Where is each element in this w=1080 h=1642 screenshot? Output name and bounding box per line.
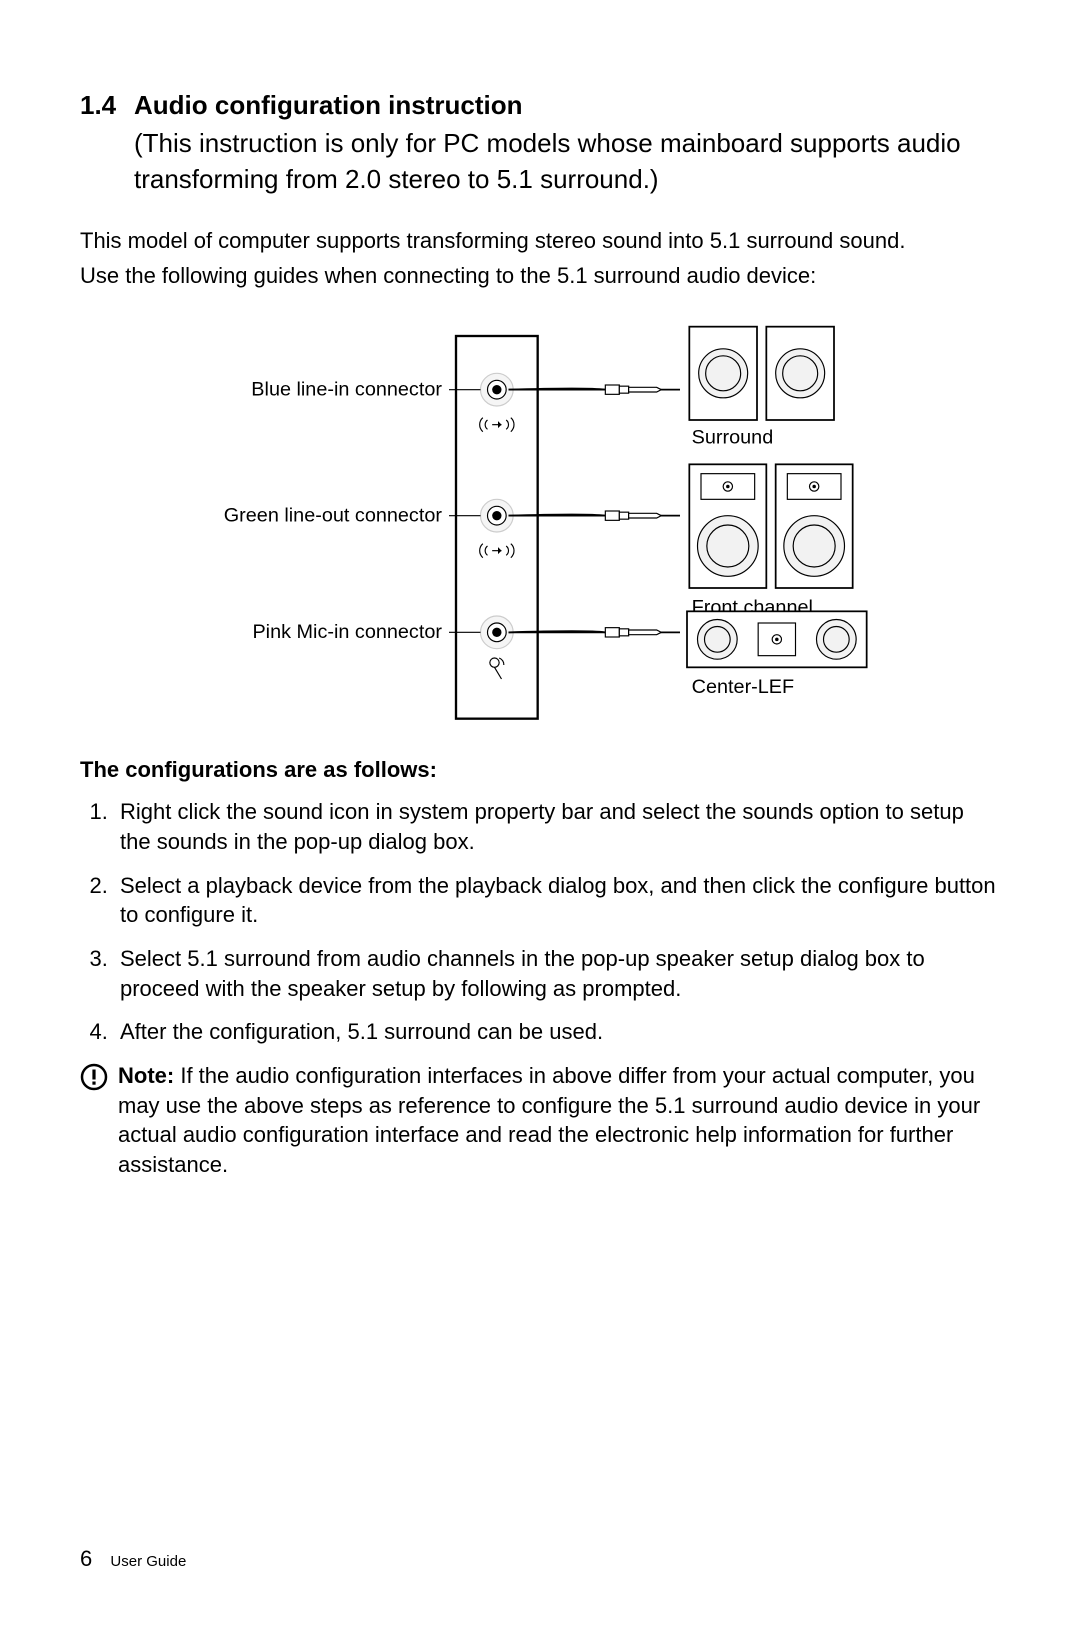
- step-4: After the configuration, 5.1 surround ca…: [114, 1017, 1000, 1047]
- note-icon: [80, 1063, 108, 1180]
- section-subtitle: (This instruction is only for PC models …: [134, 125, 1000, 198]
- note-block: Note: If the audio configuration interfa…: [80, 1061, 1000, 1180]
- step-3: Select 5.1 surround from audio channels …: [114, 944, 1000, 1003]
- section-number: 1.4: [80, 90, 120, 121]
- note-body: If the audio configuration interfaces in…: [118, 1063, 980, 1177]
- step-1: Right click the sound icon in system pro…: [114, 797, 1000, 856]
- step-2: Select a playback device from the playba…: [114, 871, 1000, 930]
- svg-text:Surround: Surround: [692, 426, 774, 448]
- steps-list: Right click the sound icon in system pro…: [80, 797, 1000, 1047]
- svg-text:Center-LEF: Center-LEF: [692, 676, 794, 698]
- note-text: Note: If the audio configuration interfa…: [118, 1061, 1000, 1180]
- note-label: Note:: [118, 1063, 174, 1088]
- intro-line-2: Use the following guides when connecting…: [80, 261, 1000, 291]
- config-heading: The configurations are as follows:: [80, 757, 1000, 783]
- intro-line-1: This model of computer supports transfor…: [80, 226, 1000, 256]
- svg-text:Green line-out connector: Green line-out connector: [224, 505, 443, 527]
- svg-text:Blue line-in connector: Blue line-in connector: [251, 379, 442, 401]
- page-number: 6: [80, 1546, 92, 1571]
- svg-text:Pink Mic-in connector: Pink Mic-in connector: [252, 621, 442, 643]
- footer-title: User Guide: [110, 1553, 186, 1570]
- connection-diagram: Blue line-in connector Green line-out con…: [80, 315, 1000, 735]
- page-footer: 6 User Guide: [80, 1546, 186, 1572]
- section-title: Audio configuration instruction: [134, 90, 523, 121]
